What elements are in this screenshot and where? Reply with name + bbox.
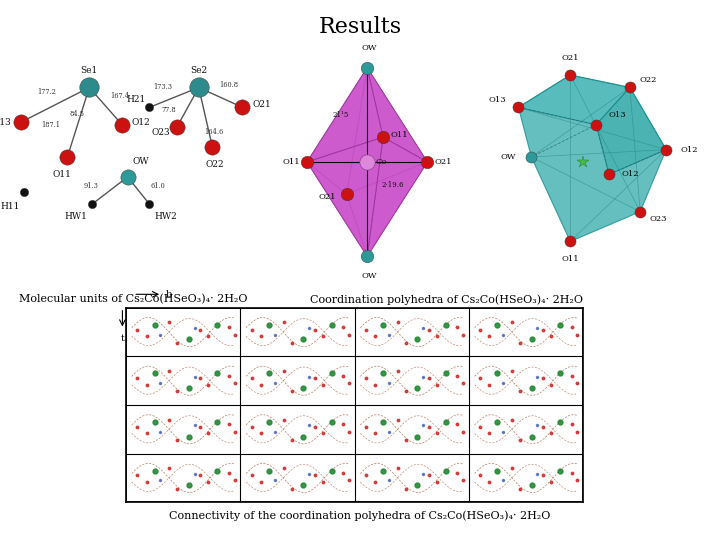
Text: Co: Co [375,158,387,166]
Polygon shape [518,75,666,241]
Text: Se1: Se1 [81,65,98,75]
Text: 173.3: 173.3 [153,84,173,91]
Polygon shape [307,68,383,162]
Text: O13: O13 [608,111,626,119]
Text: O11: O11 [562,255,579,263]
Text: O21: O21 [434,158,452,166]
Text: 177.2: 177.2 [37,89,56,97]
Text: O12: O12 [680,146,698,153]
Text: HW2: HW2 [155,212,177,221]
Text: O12: O12 [621,171,639,178]
Text: 77.8: 77.8 [161,106,176,114]
Text: 61.0: 61.0 [150,181,165,190]
Polygon shape [307,137,383,256]
Text: Coordination polyhedra of Cs₂Co(HSeO₃)₄· 2H₂O: Coordination polyhedra of Cs₂Co(HSeO₃)₄·… [310,294,583,305]
Text: O21: O21 [252,100,271,110]
Text: H11: H11 [0,202,19,211]
Polygon shape [367,137,428,256]
Text: OW: OW [361,44,377,52]
Text: t: t [120,334,125,343]
Polygon shape [596,87,666,174]
Text: O21: O21 [562,53,579,62]
Polygon shape [518,75,630,125]
Text: O11: O11 [53,170,71,179]
Text: O23: O23 [649,215,667,223]
Text: O13: O13 [489,96,506,104]
Text: H21: H21 [126,96,145,104]
Polygon shape [346,162,428,256]
Text: HW1: HW1 [64,212,87,221]
Text: Molecular units of Cs₂Co(HSeO₃)₄· 2H₂O: Molecular units of Cs₂Co(HSeO₃)₄· 2H₂O [19,294,248,305]
Polygon shape [307,162,367,256]
Text: 91.3: 91.3 [84,181,98,190]
Text: 84.5: 84.5 [69,110,84,118]
Text: O12: O12 [132,118,150,127]
Polygon shape [346,68,428,194]
Text: 21¹5: 21¹5 [332,111,348,119]
Text: 2·19.6: 2·19.6 [382,181,404,189]
Text: Results: Results [318,16,402,38]
Text: Se2: Se2 [190,65,207,75]
Text: OW: OW [133,158,150,166]
Text: O11: O11 [390,131,408,139]
Text: 167.4: 167.4 [110,92,129,100]
Text: O11: O11 [282,158,300,166]
Text: O13: O13 [0,118,11,127]
Text: 160.8: 160.8 [220,81,238,89]
Text: OW: OW [500,153,516,161]
Text: O22: O22 [206,160,225,169]
Text: b: b [166,290,172,299]
Text: 187.1: 187.1 [42,121,60,129]
Text: OW: OW [361,272,377,280]
Polygon shape [307,68,367,194]
Text: O22: O22 [639,76,657,84]
Text: 164.6: 164.6 [204,128,223,136]
Text: O23: O23 [151,127,170,137]
Text: O21: O21 [319,193,336,201]
Polygon shape [367,68,428,162]
Text: Connectivity of the coordination polyhedra of Cs₂Co(HSeO₃)₄· 2H₂O: Connectivity of the coordination polyhed… [169,510,551,521]
